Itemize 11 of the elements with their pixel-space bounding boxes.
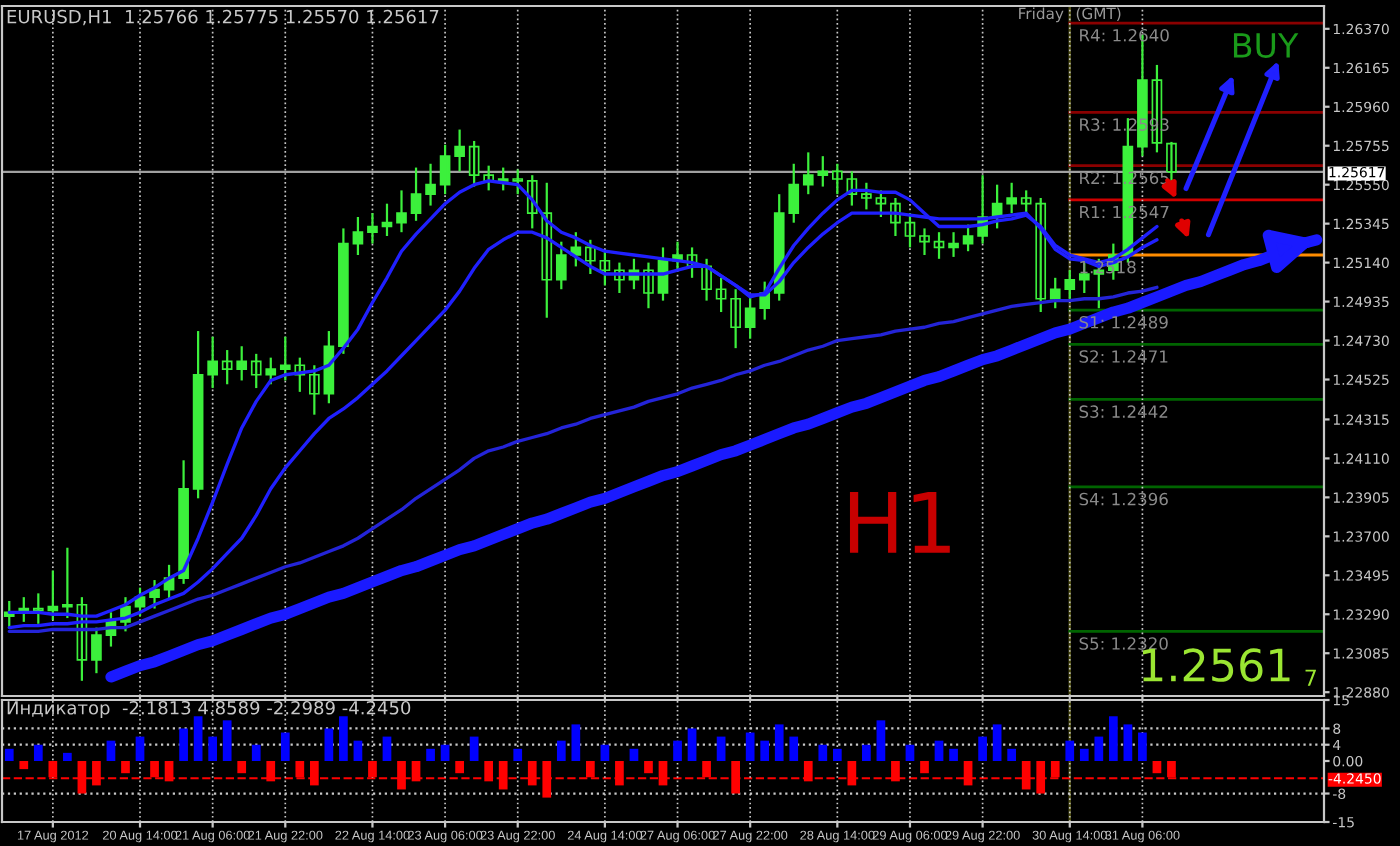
- chart-title: Индикатор -2.1813 4.8589 -2.2989 -4.2450: [7, 700, 411, 719]
- annotation: 1.2561: [1142, 648, 1290, 682]
- ref-line-label: S4: 1.2396: [1079, 492, 1168, 506]
- annotation: 7: [1305, 669, 1316, 686]
- ref-line-label: S2: 1.2471: [1079, 350, 1168, 363]
- annotation: BUY: [1233, 33, 1299, 59]
- ref-line-label: S3: 1.2442: [1079, 405, 1168, 418]
- ref-line-label: S5: 1.2320: [1079, 637, 1168, 650]
- chart-title: EURUSD,H1 1.25766 1.25775 1.25570 1.25617: [7, 9, 439, 26]
- ref-line-label: S1: 1.2489: [1079, 315, 1168, 329]
- annotation: H1: [849, 491, 950, 553]
